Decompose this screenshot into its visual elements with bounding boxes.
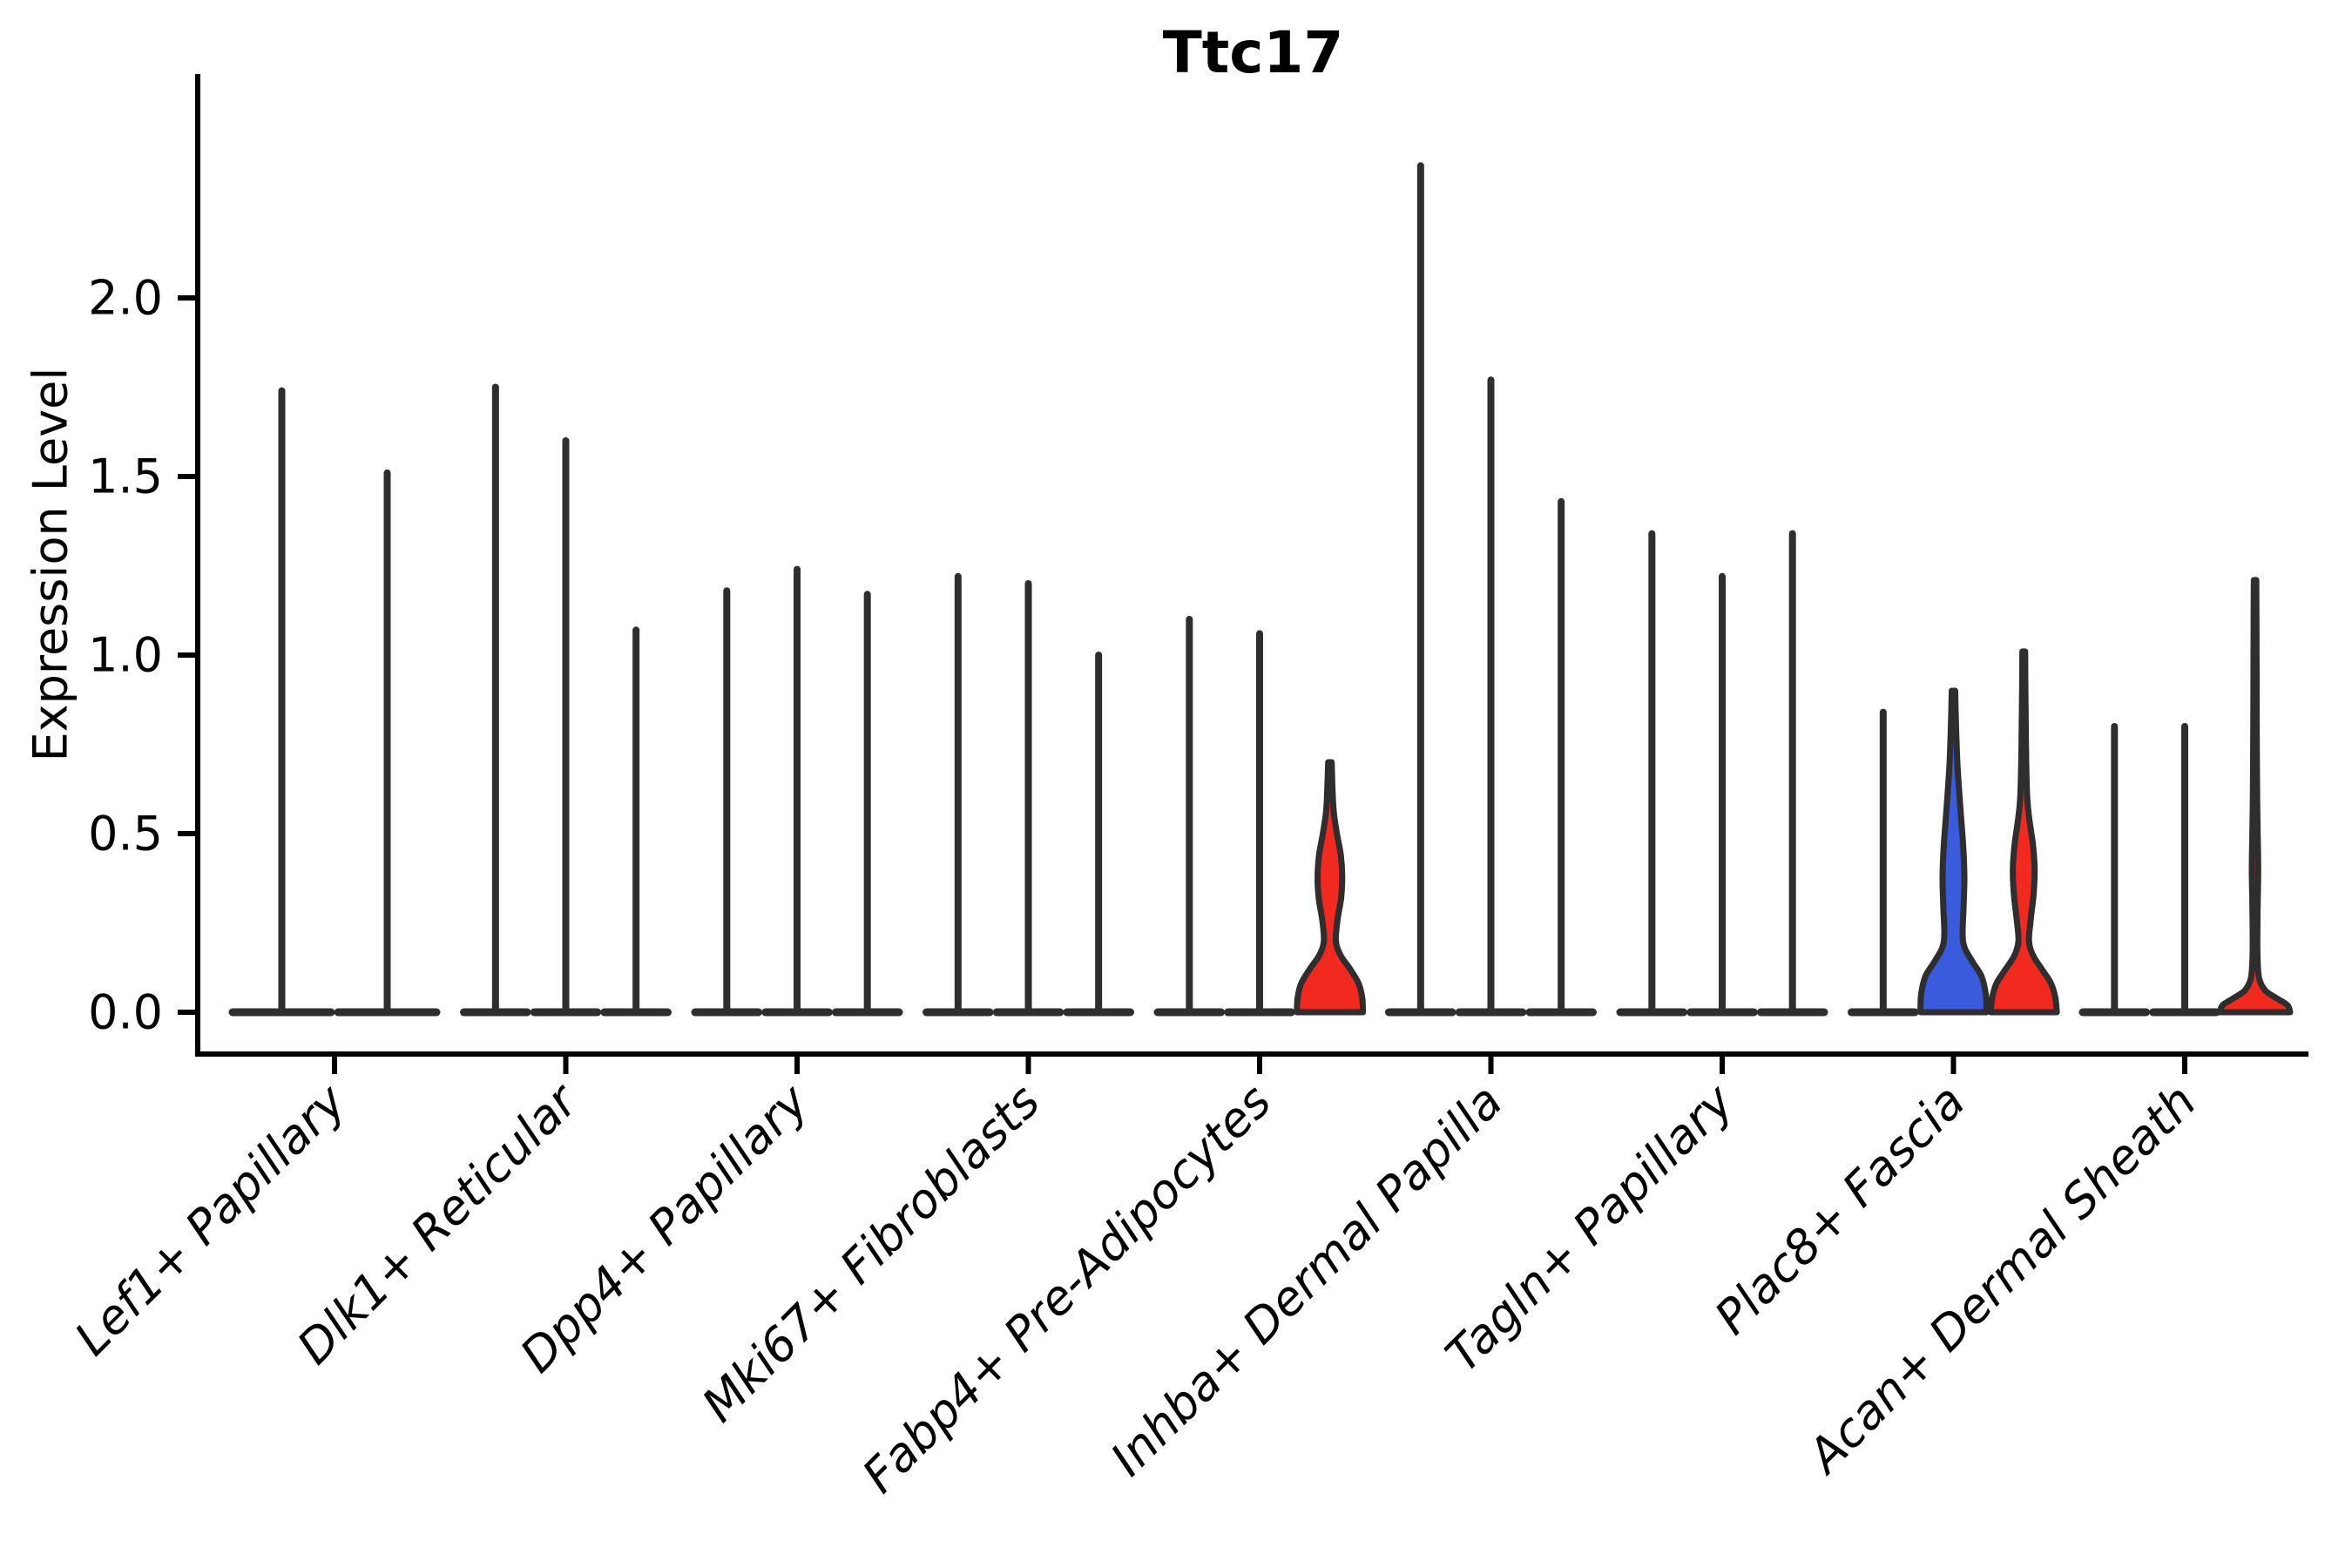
violin-filled-blue [1917, 687, 1990, 1016]
violin-filled-red [1987, 648, 2060, 1016]
y-tick-label: 0.5 [88, 807, 163, 862]
violin-filled-red [1294, 759, 1367, 1016]
x-category-label: Inhba+ Dermal Papilla [1100, 1074, 1513, 1487]
x-category-label: Fabp4+ Pre-Adipocytes [852, 1074, 1281, 1504]
plot-title: Ttc17 [1162, 19, 1344, 86]
y-tick-label: 2.0 [88, 271, 163, 326]
y-tick-label: 1.0 [88, 628, 163, 683]
y-tick-label: 1.5 [88, 449, 163, 504]
y-axis-title: Expression Level [23, 367, 78, 762]
x-category-label: Plac8+ Fascia [1704, 1074, 1975, 1345]
x-category-label: Acan+ Dermal Sheath [1795, 1074, 2207, 1485]
y-tick-label: 0.0 [88, 985, 163, 1040]
violin-filled-red [2216, 577, 2294, 1016]
